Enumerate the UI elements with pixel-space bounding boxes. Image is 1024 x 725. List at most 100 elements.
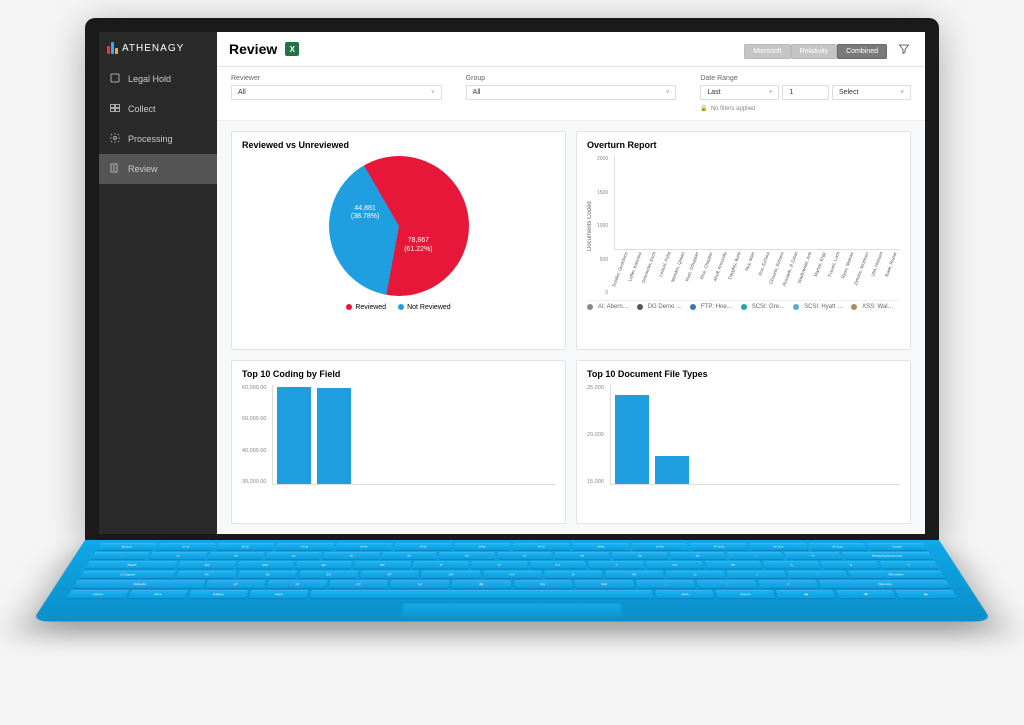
sidebar-item-label: Collect: [128, 104, 156, 114]
keyboard-key: Backspace: [842, 552, 934, 560]
keyboard-key: F11: [749, 543, 808, 551]
sidebar: ATHENAGY Legal Hold Collect Processing Revi…: [99, 32, 217, 534]
date-range-label: Date Range: [700, 75, 911, 82]
keyboard-key: 2: [207, 552, 265, 560]
top-10-filetypes-card: Top 10 Document File Types 25,00020,0001…: [576, 360, 911, 524]
keyboard-key: -: [727, 552, 785, 560]
keyboard-key: =: [784, 552, 842, 560]
legend-item: AI: Abern…: [587, 304, 629, 310]
pie-slice-reviewed-label: 78,867(61.22%): [404, 237, 432, 254]
date-unit-select[interactable]: Select˅: [832, 85, 911, 100]
overturn-bars: [614, 156, 900, 250]
keyboard-key: 1: [149, 552, 208, 560]
sidebar-item-label: Processing: [128, 134, 173, 144]
date-count-select[interactable]: 1: [782, 85, 829, 100]
keyboard-key: Alt: [656, 590, 715, 599]
date-last-select[interactable]: Last˅: [700, 85, 779, 100]
sidebar-item-review[interactable]: Review: [99, 154, 217, 184]
keyboard-key: T: [413, 561, 469, 569]
overturn-report-card: Overturn Report Documents Coded 20001500…: [576, 131, 911, 350]
dashboard-cards: Reviewed vs Unreviewed 78,867(61.22%) 44…: [217, 121, 925, 534]
bar: [277, 387, 311, 484]
tablet-device-frame: ATHENAGY Legal Hold Collect Processing Revi…: [85, 18, 939, 548]
nav-list: Legal Hold Collect Processing Review: [99, 64, 217, 184]
keyboard-key: R: [354, 561, 411, 569]
keyboard-key: F8: [572, 543, 629, 551]
sidebar-item-collect[interactable]: Collect: [99, 94, 217, 124]
lock-icon: 🔒: [700, 105, 707, 112]
coding-y-ticks: 60,000.0050,000.0040,000.0030,000.00: [242, 385, 266, 485]
keyboard-key: `: [91, 552, 150, 560]
legend-item: XSS: Wal…: [851, 304, 893, 310]
filters-bar: Reviewer All˅ Group All˅ Date Range Last…: [217, 67, 925, 121]
keyboard-key: C: [328, 580, 388, 589]
screen: ATHENAGY Legal Hold Collect Processing Revi…: [99, 32, 925, 534]
keyboard-key: Shift: [819, 580, 952, 589]
overturn-y-axis-label: Documents Coded: [587, 156, 593, 296]
keyboard-key: N: [514, 580, 573, 589]
keyboard-key: M: [575, 580, 634, 589]
filetypes-bars: [610, 385, 900, 485]
keyboard-key: Tab: [85, 561, 178, 569]
keyboard-key: D: [298, 571, 358, 579]
chevron-down-icon: ˅: [666, 90, 670, 96]
keyboard-key: 0: [669, 552, 726, 560]
keyboard-key: Del: [867, 543, 928, 551]
keyboard-key: Enter: [848, 571, 945, 579]
reviewed-vs-unreviewed-card: Reviewed vs Unreviewed 78,867(61.22%) 44…: [231, 131, 566, 350]
group-filter-label: Group: [466, 75, 677, 82]
keyboard-key: F10: [690, 543, 749, 551]
pie-chart: 78,867(61.22%) 44,881(38.78%): [329, 156, 469, 296]
keyboard-key: E: [295, 561, 353, 569]
legal-hold-icon: [109, 72, 121, 86]
legend-item: DG Demo …: [637, 304, 682, 310]
app-logo: ATHENAGY: [99, 32, 217, 64]
keyboard-key: F12: [808, 543, 868, 551]
keyboard-key: Alt: [248, 590, 308, 599]
keyboard-key: F: [360, 571, 419, 579]
keyboard-key: O: [646, 561, 703, 569]
keyboard-key: Z: [205, 580, 267, 589]
keyboard-key: F3: [275, 543, 334, 551]
keyboard-keys: EscF1F2F3F4F5F6F7F8F9F10F11F12Del`123456…: [32, 540, 992, 621]
legend-item: FTP: Hoe…: [690, 304, 733, 310]
keyboard-key: H: [483, 571, 541, 579]
keyboard-key: 8: [555, 552, 610, 560]
sidebar-item-label: Legal Hold: [128, 74, 171, 84]
card-title: Reviewed vs Unreviewed: [242, 140, 555, 150]
legend-item: SCSI: Hyatt …: [793, 304, 843, 310]
keyboard-key: J: [544, 571, 603, 579]
sidebar-item-legal-hold[interactable]: Legal Hold: [99, 64, 217, 94]
overturn-y-ticks: 2000150010005000: [597, 156, 610, 296]
view-toggle-microsoft[interactable]: Microsoft: [744, 44, 790, 59]
keyboard-key: F9: [631, 543, 689, 551]
bar: [615, 395, 649, 484]
keyboard-key: ◄: [776, 590, 837, 599]
legend-item: SCSI: Gre…: [741, 304, 785, 310]
keyboard-key: F7: [513, 543, 570, 551]
keyboard-key: ,: [636, 580, 696, 589]
excel-export-icon[interactable]: X: [285, 42, 299, 56]
filetypes-y-ticks: 25,00020,00015,000: [587, 385, 604, 485]
group-select[interactable]: All˅: [466, 85, 677, 100]
brand-name: ATHENAGY: [122, 43, 184, 54]
keyboard-key: Ctrl: [66, 590, 128, 599]
overturn-x-labels: Schiller, GeordorisLeffer, KannaraSchroe…: [614, 250, 900, 296]
group-filter: Group All˅: [466, 75, 677, 112]
card-title: Top 10 Document File Types: [587, 369, 900, 379]
keyboard-key: Q: [177, 561, 236, 569]
keyboard-key: 4: [323, 552, 380, 560]
sidebar-item-processing[interactable]: Processing: [99, 124, 217, 154]
filter-icon[interactable]: [895, 40, 913, 58]
top-10-coding-card: Top 10 Coding by Field 60,000.0050,000.0…: [231, 360, 566, 524]
collect-icon: [109, 102, 121, 116]
processing-icon: [109, 132, 121, 146]
reviewer-select[interactable]: All˅: [231, 85, 442, 100]
keyboard-key: B: [452, 580, 511, 589]
keyboard-key: 9: [612, 552, 668, 560]
view-toggle-combined[interactable]: Combined: [837, 44, 887, 59]
keyboard-key: I: [588, 561, 645, 569]
keyboard-key: 3: [265, 552, 322, 560]
page-header: Review X MicrosoftRelativityCombined: [217, 32, 925, 67]
view-toggle-relativity[interactable]: Relativity: [791, 44, 837, 59]
